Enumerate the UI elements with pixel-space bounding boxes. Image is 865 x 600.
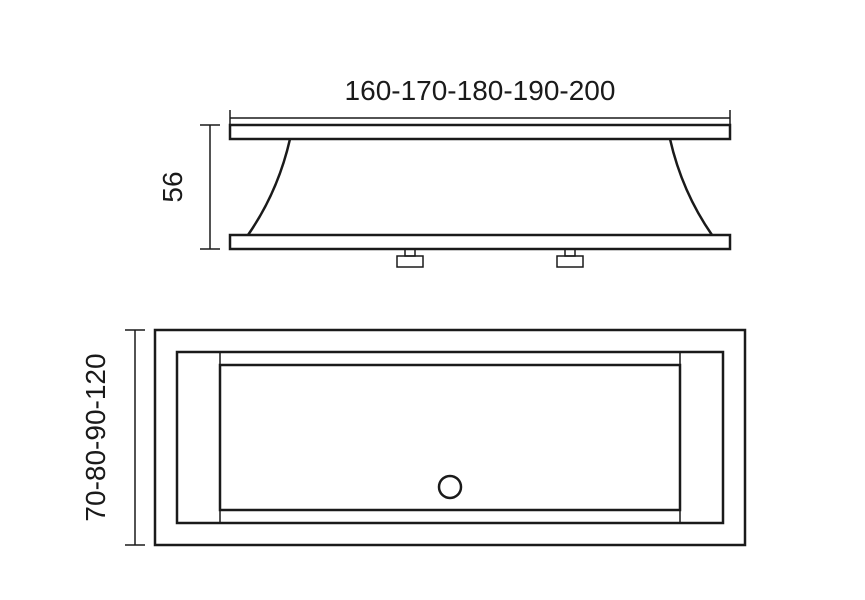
bathtub-top-view <box>155 330 745 545</box>
height-dimension-line <box>200 125 220 249</box>
drain-icon <box>439 476 461 498</box>
width-dimension-line <box>230 110 730 130</box>
depth-dimension-label: 70-80-90-120 <box>80 353 111 521</box>
depth-dimension-line <box>125 330 145 545</box>
width-dimension-label: 160-170-180-190-200 <box>345 75 616 106</box>
bathtub-side-view <box>230 125 730 267</box>
bathtub-technical-drawing: 160-170-180-190-200 56 70-80-90-120 <box>0 0 865 600</box>
height-dimension-label: 56 <box>157 171 188 202</box>
